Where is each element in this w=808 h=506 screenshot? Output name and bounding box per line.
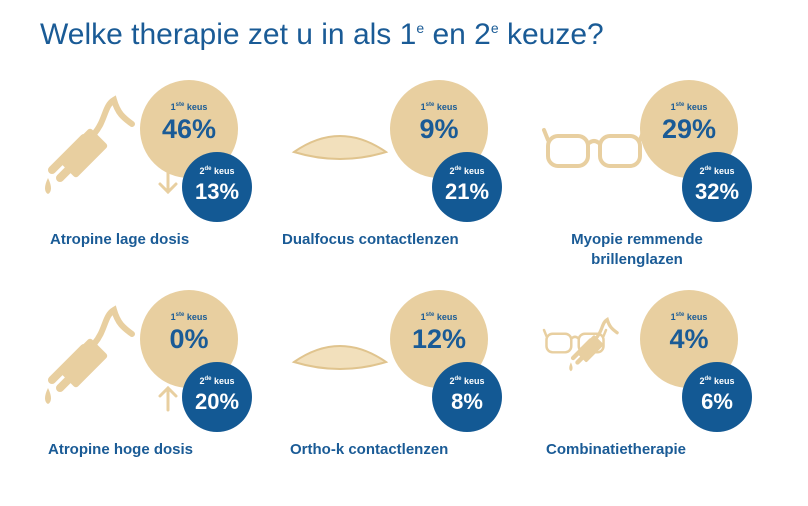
second-choice-value: 32% <box>694 179 740 204</box>
therapy-item: 1ste keus 9% 2de keus 21% <box>290 80 550 270</box>
second-choice-label: 2de keus <box>449 376 485 386</box>
second-choice-circle: 2de keus 13% <box>182 152 252 222</box>
second-choice-label: 2de keus <box>199 376 235 386</box>
second-choice-label: 2de keus <box>449 166 485 176</box>
page-title: Welke therapie zet u in als 1e en 2e keu… <box>40 18 604 51</box>
therapy-label: Myopie remmende brillenglazen <box>571 231 703 268</box>
therapy-item: 1ste keus 29% 2de keus 32% <box>540 80 800 270</box>
therapy-item: 1ste keus 0% 2de keus 20% <box>40 290 300 480</box>
first-choice-value: 12% <box>411 324 467 354</box>
therapy-label: Atropine hoge dosis <box>48 441 194 458</box>
first-choice-label: 1ste keus <box>670 312 708 322</box>
second-choice-value: 8% <box>451 389 483 414</box>
second-choice-label: 2de keus <box>199 166 235 176</box>
first-choice-label: 1ste keus <box>670 102 708 112</box>
second-choice-value: 13% <box>194 179 240 204</box>
second-choice-circle: 2de keus 32% <box>682 152 752 222</box>
first-choice-label: 1ste keus <box>420 312 458 322</box>
second-choice-value: 21% <box>444 179 490 204</box>
first-choice-label: 1ste keus <box>170 312 208 322</box>
first-choice-label: 1ste keus <box>170 102 208 112</box>
therapy-label: Atropine lage dosis <box>50 231 190 248</box>
second-choice-circle: 2de keus 8% <box>432 362 502 432</box>
first-choice-label: 1ste keus <box>420 102 458 112</box>
second-choice-label: 2de keus <box>699 166 735 176</box>
first-choice-value: 4% <box>669 324 709 354</box>
contact-lens-icon <box>290 80 550 270</box>
contact-lens-icon <box>290 290 550 480</box>
therapy-label: Ortho-k contactlenzen <box>290 441 449 458</box>
second-choice-label: 2de keus <box>699 376 735 386</box>
second-choice-circle: 2de keus 6% <box>682 362 752 432</box>
therapy-item: 1ste keus 12% 2de keus 8% <box>290 290 550 480</box>
second-choice-value: 20% <box>194 389 240 414</box>
first-choice-value: 29% <box>661 114 717 144</box>
second-choice-circle: 2de keus 20% <box>182 362 252 432</box>
therapy-item: 1ste keus 46% 2de keus 13% <box>40 80 300 270</box>
dropper-up-icon <box>40 290 300 480</box>
second-choice-value: 6% <box>701 389 733 414</box>
first-choice-value: 9% <box>419 114 459 144</box>
second-choice-circle: 2de keus 21% <box>432 152 502 222</box>
therapy-item: 1ste keus 4% 2de keus 6% <box>540 290 800 480</box>
therapy-label: Dualfocus contactlenzen <box>282 231 459 248</box>
first-choice-value: 0% <box>169 324 209 354</box>
therapy-label: Combinatietherapie <box>546 441 687 458</box>
first-choice-value: 46% <box>161 114 217 144</box>
